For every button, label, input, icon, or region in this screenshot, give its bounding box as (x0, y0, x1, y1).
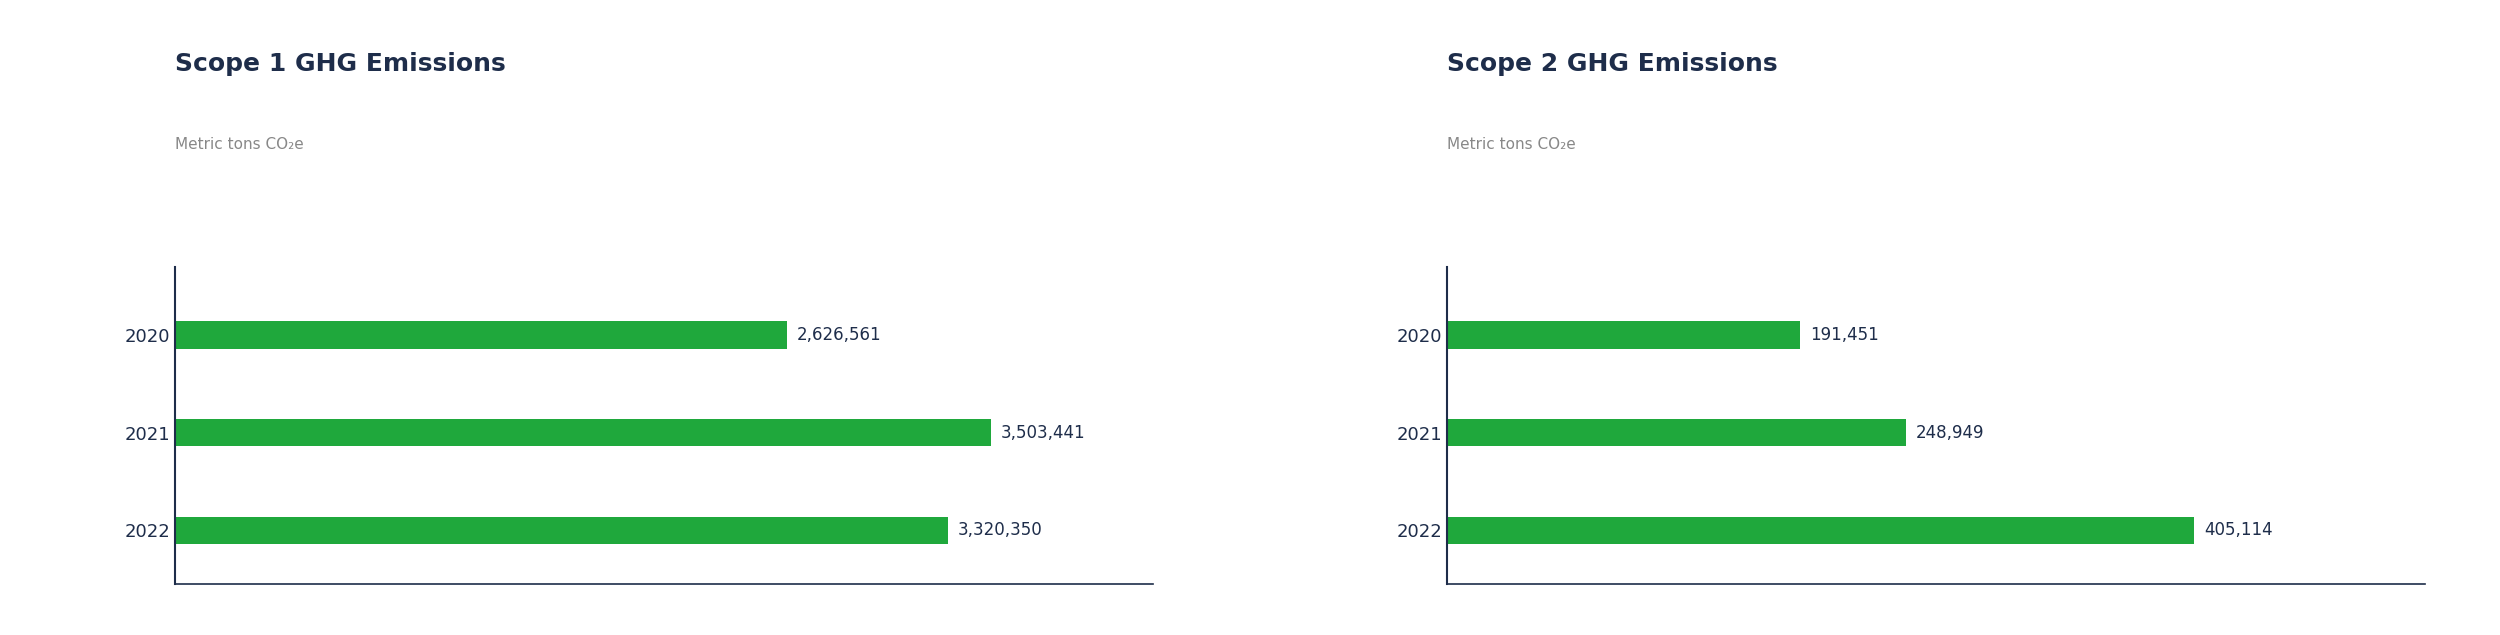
Text: Scope 2 GHG Emissions: Scope 2 GHG Emissions (1448, 52, 1778, 76)
Text: 191,451: 191,451 (1810, 326, 1878, 344)
Text: 2,626,561: 2,626,561 (798, 326, 880, 344)
Text: 248,949: 248,949 (1915, 424, 1985, 442)
Bar (1448, 419, 1905, 446)
Bar (175, 419, 990, 446)
Text: 3,320,350: 3,320,350 (958, 521, 1042, 540)
Text: Metric tons CO₂e: Metric tons CO₂e (1448, 137, 1575, 152)
Bar (175, 517, 948, 544)
Bar (175, 321, 788, 349)
Text: 405,114: 405,114 (2205, 521, 2272, 540)
Bar (1448, 517, 2195, 544)
Bar (1448, 321, 1800, 349)
Text: Scope 1 GHG Emissions: Scope 1 GHG Emissions (175, 52, 505, 76)
Text: Metric tons CO₂e: Metric tons CO₂e (175, 137, 305, 152)
Text: 3,503,441: 3,503,441 (1000, 424, 1085, 442)
